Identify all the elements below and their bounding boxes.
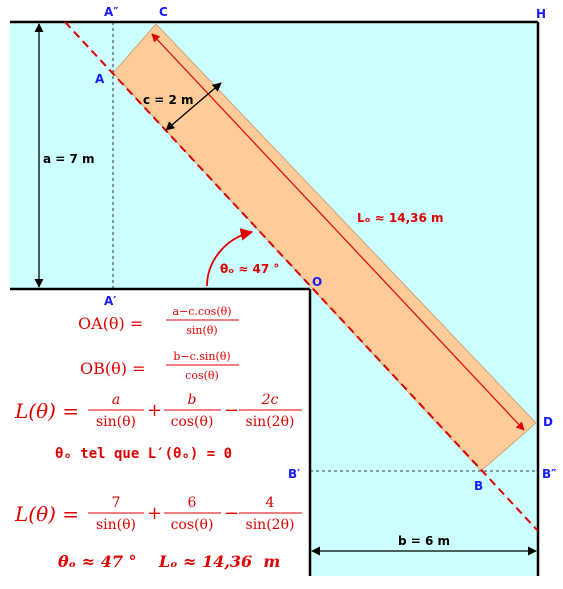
- dim-c-label: c = 2 m: [143, 93, 194, 107]
- dim-a-label: a = 7 m: [43, 152, 95, 166]
- point-h-label: H: [536, 7, 546, 21]
- svg-text:+: +: [147, 503, 162, 524]
- formula-l-general: L(θ) = a sin(θ) + b cos(θ) − 2c sin(2θ): [14, 392, 302, 430]
- dim-l0-label: Lₒ ≈ 14,36 m: [357, 211, 444, 225]
- svg-text:2c: 2c: [261, 392, 279, 408]
- svg-text:sin(2θ): sin(2θ): [246, 414, 295, 430]
- c-dimension-arrow: [165, 82, 222, 131]
- point-b-prime-label: B′: [288, 467, 300, 481]
- svg-text:sin(θ): sin(θ): [186, 324, 217, 337]
- svg-text:OB(θ) =: OB(θ) =: [80, 359, 145, 378]
- svg-text:sin(θ): sin(θ): [96, 517, 136, 533]
- point-a-label: A: [95, 72, 105, 86]
- svg-text:4: 4: [266, 495, 275, 511]
- svg-text:7: 7: [112, 495, 121, 511]
- svg-text:L(θ) =: L(θ) =: [14, 399, 79, 423]
- formula-l-numeric: L(θ) = 7 sin(θ) + 6 cos(θ) − 4 sin(2θ): [14, 495, 302, 533]
- svg-text:sin(2θ): sin(2θ): [246, 517, 295, 533]
- dim-theta-label: θₒ ≈ 47 °: [220, 262, 279, 276]
- svg-text:OA(θ) =: OA(θ) =: [78, 314, 143, 333]
- formula-condition: θₒ tel que L′(θₒ) = 0: [55, 446, 232, 462]
- svg-text:6: 6: [188, 495, 197, 511]
- point-a-prime-label: A′: [104, 294, 116, 308]
- point-a-dbl-label: A″: [104, 5, 119, 19]
- svg-text:b: b: [188, 392, 197, 408]
- point-b-label: B: [474, 479, 483, 493]
- svg-text:+: +: [147, 400, 162, 421]
- svg-text:L(θ) =: L(θ) =: [14, 502, 79, 526]
- svg-text:−: −: [224, 503, 239, 524]
- formula-result: θₒ ≈ 47 ° Lₒ ≈ 14,36 m: [58, 552, 280, 571]
- dim-b-label: b = 6 m: [398, 534, 450, 548]
- svg-text:−: −: [224, 400, 239, 421]
- theta-arc: [206, 228, 254, 287]
- point-b-dbl-label: B″: [542, 467, 557, 481]
- svg-text:a: a: [112, 392, 120, 408]
- svg-text:sin(θ): sin(θ): [96, 414, 136, 430]
- svg-text:b−c.sin(θ): b−c.sin(θ): [173, 350, 230, 363]
- point-o-label: O: [312, 275, 322, 289]
- point-d-label: D: [543, 415, 553, 429]
- svg-text:cos(θ): cos(θ): [171, 414, 214, 430]
- tangent-dashed-line: [64, 21, 539, 532]
- point-c-label: C: [159, 5, 168, 19]
- formula-ob: OB(θ) = b−c.sin(θ) cos(θ): [80, 350, 239, 382]
- formula-oa: OA(θ) = a−c.cos(θ) sin(θ): [78, 305, 239, 337]
- svg-text:a−c.cos(θ): a−c.cos(θ): [172, 305, 231, 318]
- svg-text:cos(θ): cos(θ): [185, 369, 219, 382]
- svg-text:cos(θ): cos(θ): [171, 517, 214, 533]
